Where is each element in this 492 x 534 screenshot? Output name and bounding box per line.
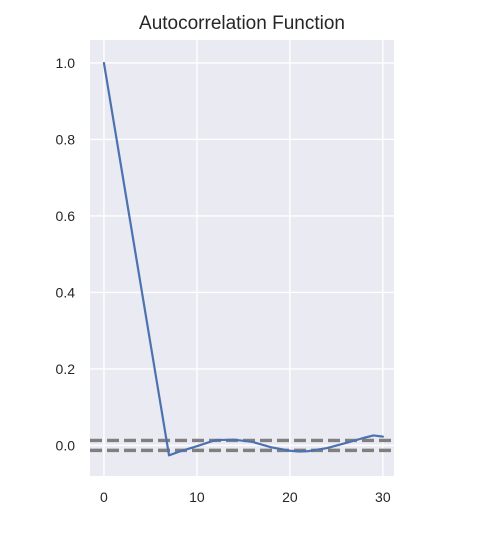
- plot-area: [90, 40, 394, 476]
- y-tick-label: 0.4: [56, 284, 76, 300]
- x-tick-label: 10: [189, 489, 205, 505]
- acf-series-line: [102, 61, 384, 457]
- x-tick-label: 0: [100, 489, 108, 505]
- x-axis-ticks: 0 10 20 30: [100, 489, 391, 505]
- y-tick-label: 0.0: [56, 437, 76, 453]
- gridlines: [90, 40, 394, 476]
- y-tick-label: 0.2: [56, 361, 76, 377]
- y-tick-label: 0.6: [56, 208, 76, 224]
- x-tick-label: 20: [282, 489, 298, 505]
- y-tick-label: 0.8: [56, 131, 76, 147]
- y-tick-label: 1.0: [56, 55, 76, 71]
- series-layer: [102, 61, 384, 457]
- x-tick-label: 30: [375, 489, 391, 505]
- y-axis-ticks: 0.0 0.2 0.4 0.6 0.8 1.0: [56, 55, 76, 453]
- chart-title: Autocorrelation Function: [139, 13, 345, 34]
